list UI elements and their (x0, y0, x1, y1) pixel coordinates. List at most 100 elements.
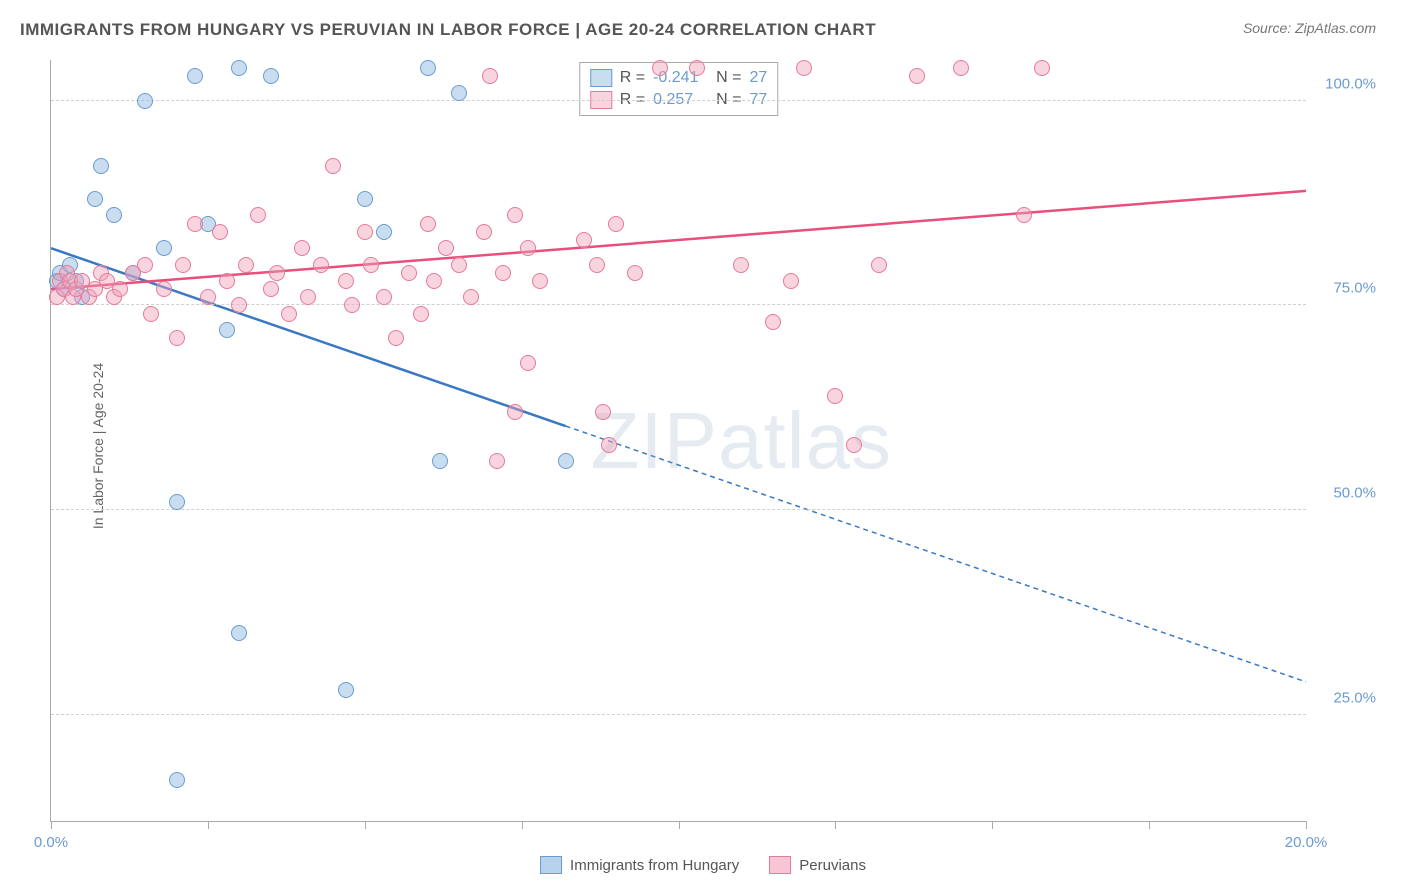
scatter-point (238, 257, 254, 273)
scatter-point (432, 453, 448, 469)
scatter-point (463, 289, 479, 305)
correlation-legend: R =-0.241N =27R =0.257N =77 (579, 62, 778, 116)
scatter-point (313, 257, 329, 273)
trend-lines-svg (51, 60, 1306, 821)
series-legend-label: Peruvians (799, 857, 866, 874)
scatter-point (507, 207, 523, 223)
y-tick-label: 100.0% (1316, 75, 1376, 92)
scatter-point (652, 60, 668, 76)
scatter-point (106, 207, 122, 223)
scatter-point (608, 216, 624, 232)
scatter-point (219, 273, 235, 289)
x-tick (835, 821, 836, 829)
scatter-point (281, 306, 297, 322)
scatter-point (953, 60, 969, 76)
scatter-point (231, 625, 247, 641)
scatter-point (451, 257, 467, 273)
scatter-point (263, 68, 279, 84)
scatter-point (401, 265, 417, 281)
scatter-point (420, 60, 436, 76)
scatter-point (338, 682, 354, 698)
scatter-point (137, 93, 153, 109)
scatter-point (187, 68, 203, 84)
scatter-point (175, 257, 191, 273)
gridline-h (51, 714, 1306, 715)
x-tick (51, 821, 52, 829)
scatter-point (325, 158, 341, 174)
y-tick-label: 75.0% (1316, 280, 1376, 297)
scatter-point (269, 265, 285, 281)
trend-line-solid (51, 191, 1306, 289)
scatter-point (451, 85, 467, 101)
scatter-point (627, 265, 643, 281)
scatter-point (576, 232, 592, 248)
scatter-point (1034, 60, 1050, 76)
chart-container: IMMIGRANTS FROM HUNGARY VS PERUVIAN IN L… (0, 0, 1406, 892)
scatter-point (300, 289, 316, 305)
legend-swatch (590, 69, 612, 87)
x-tick (992, 821, 993, 829)
scatter-point (263, 281, 279, 297)
scatter-point (589, 257, 605, 273)
scatter-point (231, 60, 247, 76)
scatter-point (601, 437, 617, 453)
series-legend-item: Immigrants from Hungary (540, 856, 739, 874)
scatter-point (520, 240, 536, 256)
scatter-point (187, 216, 203, 232)
x-tick (679, 821, 680, 829)
scatter-point (495, 265, 511, 281)
y-tick-label: 50.0% (1316, 485, 1376, 502)
x-tick (1306, 821, 1307, 829)
x-tick (1149, 821, 1150, 829)
scatter-point (827, 388, 843, 404)
scatter-point (200, 289, 216, 305)
scatter-point (871, 257, 887, 273)
scatter-point (87, 191, 103, 207)
scatter-point (112, 281, 128, 297)
trend-line-dashed (566, 426, 1306, 682)
legend-swatch (540, 856, 562, 874)
scatter-point (1016, 207, 1032, 223)
n-label: N = (716, 69, 741, 87)
x-tick (365, 821, 366, 829)
scatter-point (169, 330, 185, 346)
scatter-point (363, 257, 379, 273)
scatter-point (426, 273, 442, 289)
n-value: 27 (749, 69, 767, 87)
plot-area: ZIPatlas R =-0.241N =27R =0.257N =77 25.… (50, 60, 1306, 822)
scatter-point (476, 224, 492, 240)
scatter-point (846, 437, 862, 453)
r-label: R = (620, 69, 645, 87)
scatter-point (156, 281, 172, 297)
x-tick-label: 20.0% (1285, 834, 1328, 851)
scatter-point (520, 355, 536, 371)
scatter-point (733, 257, 749, 273)
x-tick-label: 0.0% (34, 834, 68, 851)
scatter-point (338, 273, 354, 289)
scatter-point (438, 240, 454, 256)
series-legend: Immigrants from Hungary Peruvians (540, 856, 866, 874)
x-tick (208, 821, 209, 829)
scatter-point (376, 224, 392, 240)
scatter-point (212, 224, 228, 240)
correlation-legend-row: R =-0.241N =27 (590, 67, 767, 89)
scatter-point (482, 68, 498, 84)
gridline-h (51, 509, 1306, 510)
scatter-point (376, 289, 392, 305)
scatter-point (765, 314, 781, 330)
scatter-point (796, 60, 812, 76)
scatter-point (169, 494, 185, 510)
series-legend-item: Peruvians (769, 856, 866, 874)
scatter-point (250, 207, 266, 223)
scatter-point (689, 60, 705, 76)
scatter-point (137, 257, 153, 273)
scatter-point (231, 297, 247, 313)
gridline-h (51, 100, 1306, 101)
scatter-point (156, 240, 172, 256)
scatter-point (783, 273, 799, 289)
source-attribution: Source: ZipAtlas.com (1243, 20, 1376, 36)
scatter-point (143, 306, 159, 322)
legend-swatch (769, 856, 791, 874)
x-tick (522, 821, 523, 829)
scatter-point (344, 297, 360, 313)
